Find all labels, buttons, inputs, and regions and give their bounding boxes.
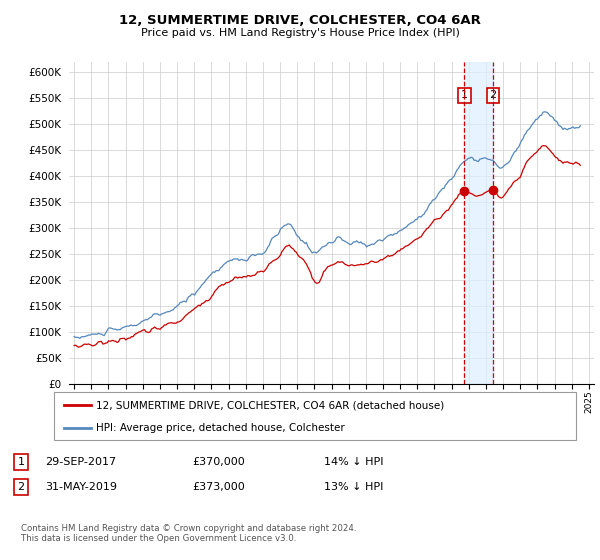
Text: 12, SUMMERTIME DRIVE, COLCHESTER, CO4 6AR: 12, SUMMERTIME DRIVE, COLCHESTER, CO4 6A… — [119, 14, 481, 27]
Text: 14% ↓ HPI: 14% ↓ HPI — [324, 457, 383, 467]
Bar — [464, 62, 493, 384]
Text: Contains HM Land Registry data © Crown copyright and database right 2024.
This d: Contains HM Land Registry data © Crown c… — [21, 524, 356, 543]
Text: £373,000: £373,000 — [192, 482, 245, 492]
Text: 2: 2 — [17, 482, 25, 492]
FancyBboxPatch shape — [54, 392, 576, 440]
Text: 31-MAY-2019: 31-MAY-2019 — [45, 482, 117, 492]
Text: 1: 1 — [17, 457, 25, 467]
Text: 2: 2 — [490, 90, 497, 100]
Text: 29-SEP-2017: 29-SEP-2017 — [45, 457, 116, 467]
Text: 12, SUMMERTIME DRIVE, COLCHESTER, CO4 6AR (detached house): 12, SUMMERTIME DRIVE, COLCHESTER, CO4 6A… — [96, 400, 444, 410]
Text: £370,000: £370,000 — [192, 457, 245, 467]
Text: Price paid vs. HM Land Registry's House Price Index (HPI): Price paid vs. HM Land Registry's House … — [140, 28, 460, 38]
Text: 1: 1 — [461, 90, 468, 100]
Text: HPI: Average price, detached house, Colchester: HPI: Average price, detached house, Colc… — [96, 423, 344, 433]
Text: 13% ↓ HPI: 13% ↓ HPI — [324, 482, 383, 492]
